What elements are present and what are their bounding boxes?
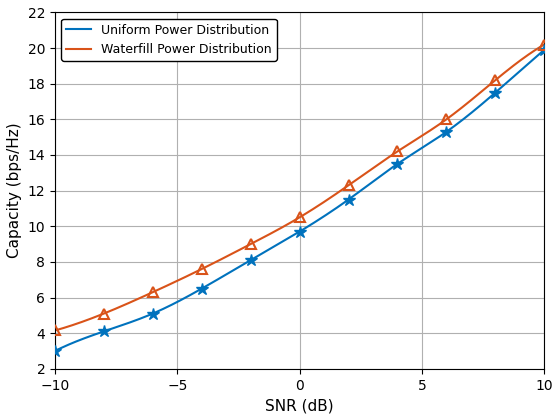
Waterfill Power Distribution: [360, 173, 366, 178]
Waterfill Power Distribution: [211, 260, 218, 265]
Line: Waterfill Power Distribution: Waterfill Power Distribution: [55, 45, 544, 331]
Line: Uniform Power Distribution: Uniform Power Distribution: [55, 50, 544, 351]
Waterfill Power Distribution: [52, 328, 58, 333]
Uniform Power Distribution: [110, 326, 117, 331]
Uniform Power Distribution: [405, 154, 412, 159]
Uniform Power Distribution: [541, 47, 548, 52]
Uniform Power Distribution: [52, 349, 58, 354]
Waterfill Power Distribution: [110, 307, 117, 312]
X-axis label: SNR (dB): SNR (dB): [265, 398, 334, 413]
Legend: Uniform Power Distribution, Waterfill Power Distribution: Uniform Power Distribution, Waterfill Po…: [61, 19, 277, 61]
Waterfill Power Distribution: [407, 140, 414, 145]
Uniform Power Distribution: [211, 279, 218, 284]
Waterfill Power Distribution: [245, 243, 252, 248]
Waterfill Power Distribution: [541, 42, 548, 47]
Y-axis label: Capacity (bps/Hz): Capacity (bps/Hz): [7, 123, 22, 258]
Uniform Power Distribution: [407, 153, 414, 158]
Uniform Power Distribution: [245, 259, 252, 264]
Uniform Power Distribution: [360, 186, 366, 192]
Waterfill Power Distribution: [405, 142, 412, 147]
